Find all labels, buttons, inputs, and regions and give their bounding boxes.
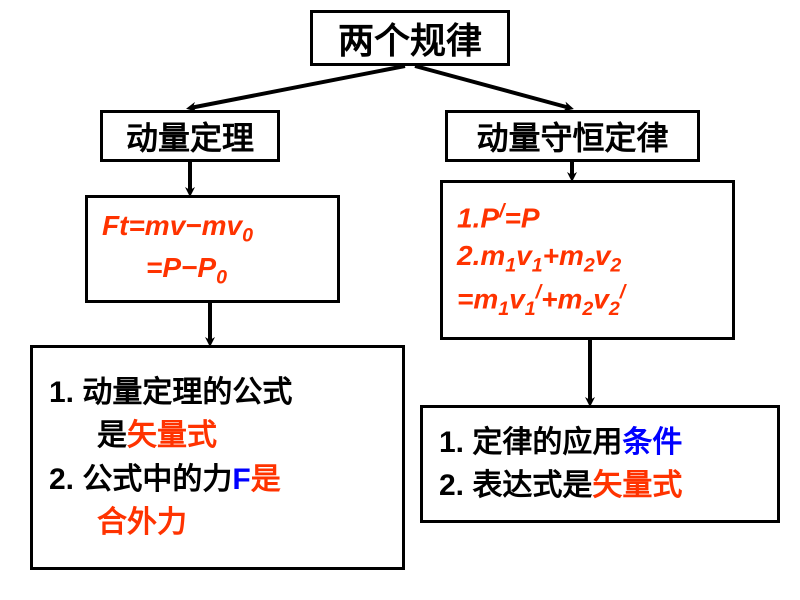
- edge-arrow: [415, 66, 570, 108]
- edge-arrow: [190, 66, 405, 108]
- edges-svg: [0, 0, 800, 600]
